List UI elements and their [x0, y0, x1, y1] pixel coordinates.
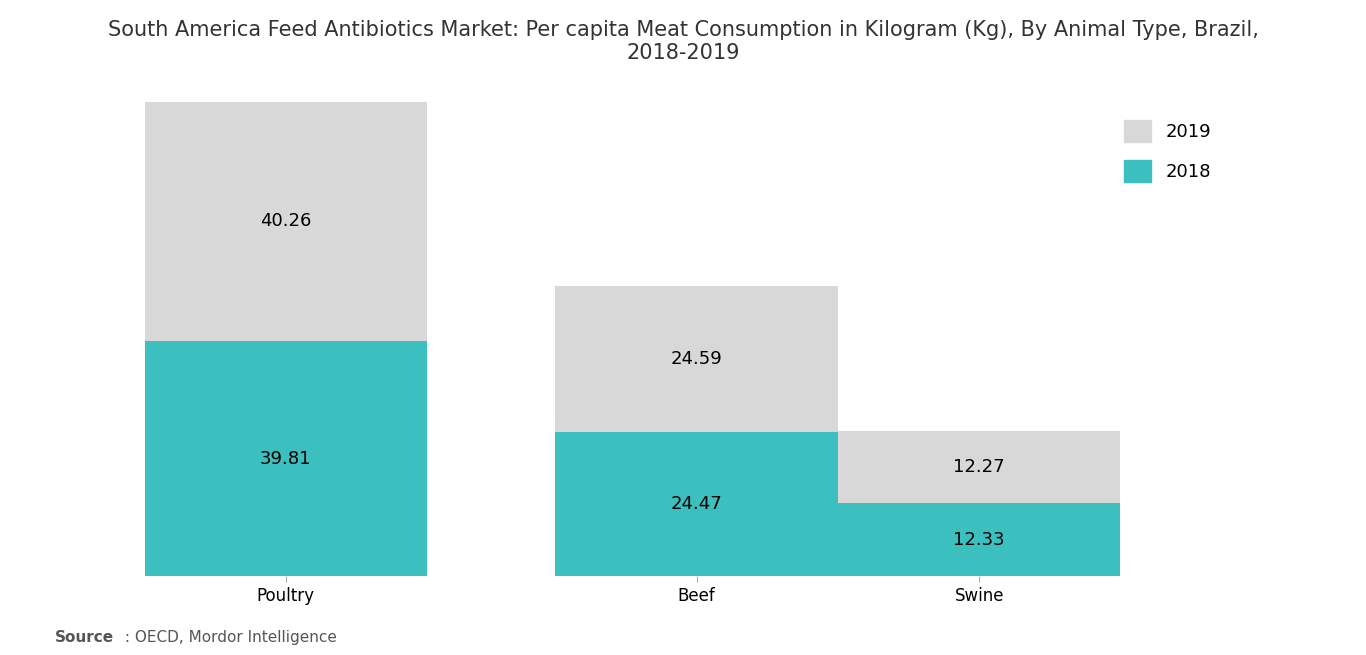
Bar: [145, 102, 428, 341]
Legend: 2019, 2018: 2019, 2018: [1116, 113, 1218, 189]
Bar: [556, 432, 837, 576]
Bar: [556, 286, 837, 432]
Text: 24.47: 24.47: [671, 495, 723, 513]
Text: 12.27: 12.27: [953, 458, 1005, 476]
Text: Source: Source: [55, 630, 113, 645]
Text: 40.26: 40.26: [260, 212, 311, 231]
Bar: [837, 431, 1120, 504]
Text: : OECD, Mordor Intelligence: : OECD, Mordor Intelligence: [120, 630, 337, 645]
Text: 12.33: 12.33: [953, 531, 1005, 549]
Text: 24.59: 24.59: [671, 350, 723, 367]
Bar: [837, 504, 1120, 576]
Text: South America Feed Antibiotics Market: Per capita Meat Consumption in Kilogram (: South America Feed Antibiotics Market: P…: [108, 20, 1258, 63]
Text: 39.81: 39.81: [260, 449, 311, 468]
Bar: [145, 341, 428, 576]
